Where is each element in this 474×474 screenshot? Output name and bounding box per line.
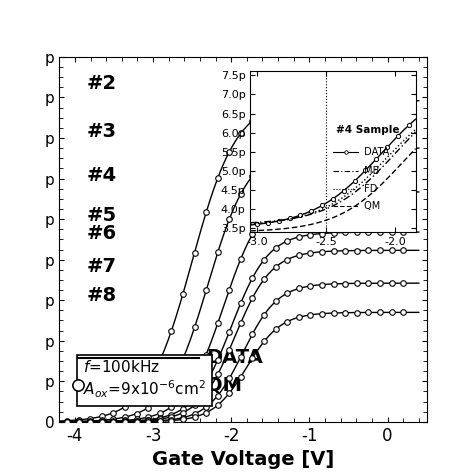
Text: #8: #8 bbox=[87, 286, 117, 305]
Text: $f$=100kHz
$A_{ox}$=9x10$^{-6}$cm$^2$: $f$=100kHz $A_{ox}$=9x10$^{-6}$cm$^2$ bbox=[82, 359, 206, 400]
Text: #5: #5 bbox=[87, 206, 117, 225]
Text: FD: FD bbox=[361, 184, 377, 194]
Text: #6: #6 bbox=[87, 224, 117, 243]
Text: DATA: DATA bbox=[206, 348, 263, 367]
Text: #4 Sample: #4 Sample bbox=[336, 125, 400, 135]
X-axis label: Gate Voltage [V]: Gate Voltage [V] bbox=[152, 450, 334, 469]
Text: DATA: DATA bbox=[361, 147, 389, 157]
Text: MB: MB bbox=[361, 166, 379, 176]
Text: #4: #4 bbox=[87, 165, 117, 185]
Text: #7: #7 bbox=[87, 257, 117, 276]
Text: QM: QM bbox=[361, 201, 380, 211]
Text: #2: #2 bbox=[87, 74, 117, 93]
Text: #3: #3 bbox=[87, 122, 117, 141]
Text: QM: QM bbox=[206, 376, 242, 395]
